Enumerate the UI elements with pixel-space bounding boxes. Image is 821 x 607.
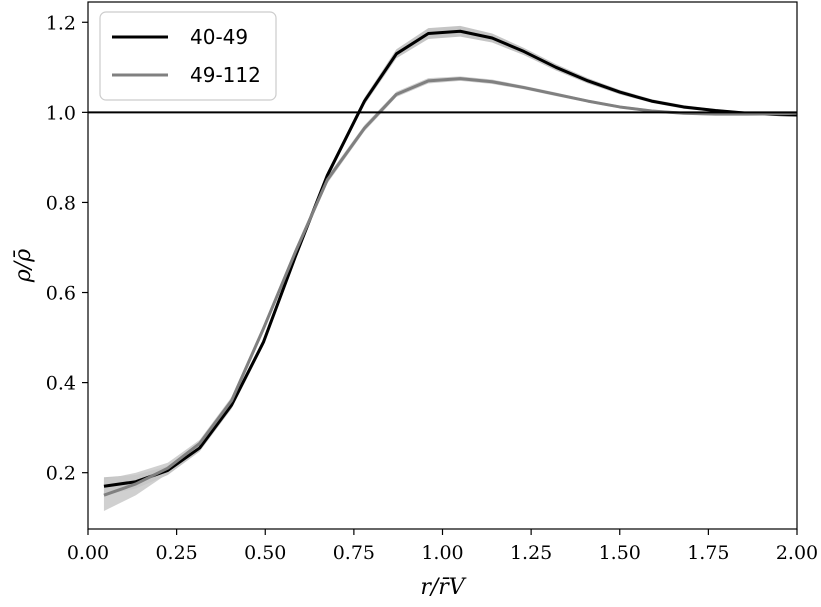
x-tick-label: 1.75 [687,542,729,564]
series-line-49-112 [103,77,798,497]
y-tick-label: 0.4 [46,373,76,395]
x-tick-label: 1.50 [599,542,641,564]
legend-box [99,11,277,101]
y-tick-label: 0.6 [46,283,76,305]
legend-label-40-49: 40-49 [190,25,248,49]
series-lines [103,29,798,497]
x-tick-label: 0.75 [333,542,375,564]
y-axis-ticks: 0.2 0.4 0.6 0.8 1.0 1.2 [46,12,88,485]
x-axis-ticks: 0.00 0.25 0.50 0.75 1.00 1.25 1.50 1.75 2.00 [67,529,818,564]
x-tick-label: 2.00 [776,542,818,564]
x-tick-label: 1.25 [510,542,552,564]
y-tick-label: 0.2 [46,463,76,485]
series-line-40-49 [103,29,798,488]
x-tick-label: 0.25 [155,542,197,564]
x-tick-label: 1.00 [421,542,463,564]
y-tick-label: 1.0 [46,102,76,124]
error-band-49-112 [103,76,797,511]
x-tick-label: 0.50 [244,542,286,564]
x-axis-label: r/r̄V [420,575,466,600]
y-tick-label: 0.8 [46,192,76,214]
y-axis-label: ρ/ρ̄ [11,249,36,283]
y-tick-label: 1.2 [46,12,76,34]
x-tick-label: 0.00 [67,542,109,564]
legend-label-49-112: 49-112 [190,63,261,87]
legend: 40-49 49-112 [99,11,277,101]
